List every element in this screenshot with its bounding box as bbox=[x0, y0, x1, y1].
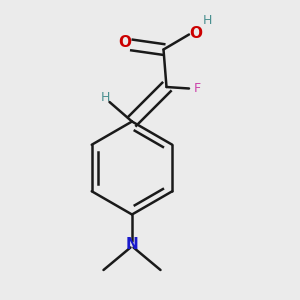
Text: F: F bbox=[194, 82, 201, 95]
Text: H: H bbox=[100, 91, 110, 104]
Text: O: O bbox=[189, 26, 202, 40]
Text: H: H bbox=[202, 14, 212, 27]
Text: N: N bbox=[126, 237, 138, 252]
Text: O: O bbox=[118, 35, 131, 50]
